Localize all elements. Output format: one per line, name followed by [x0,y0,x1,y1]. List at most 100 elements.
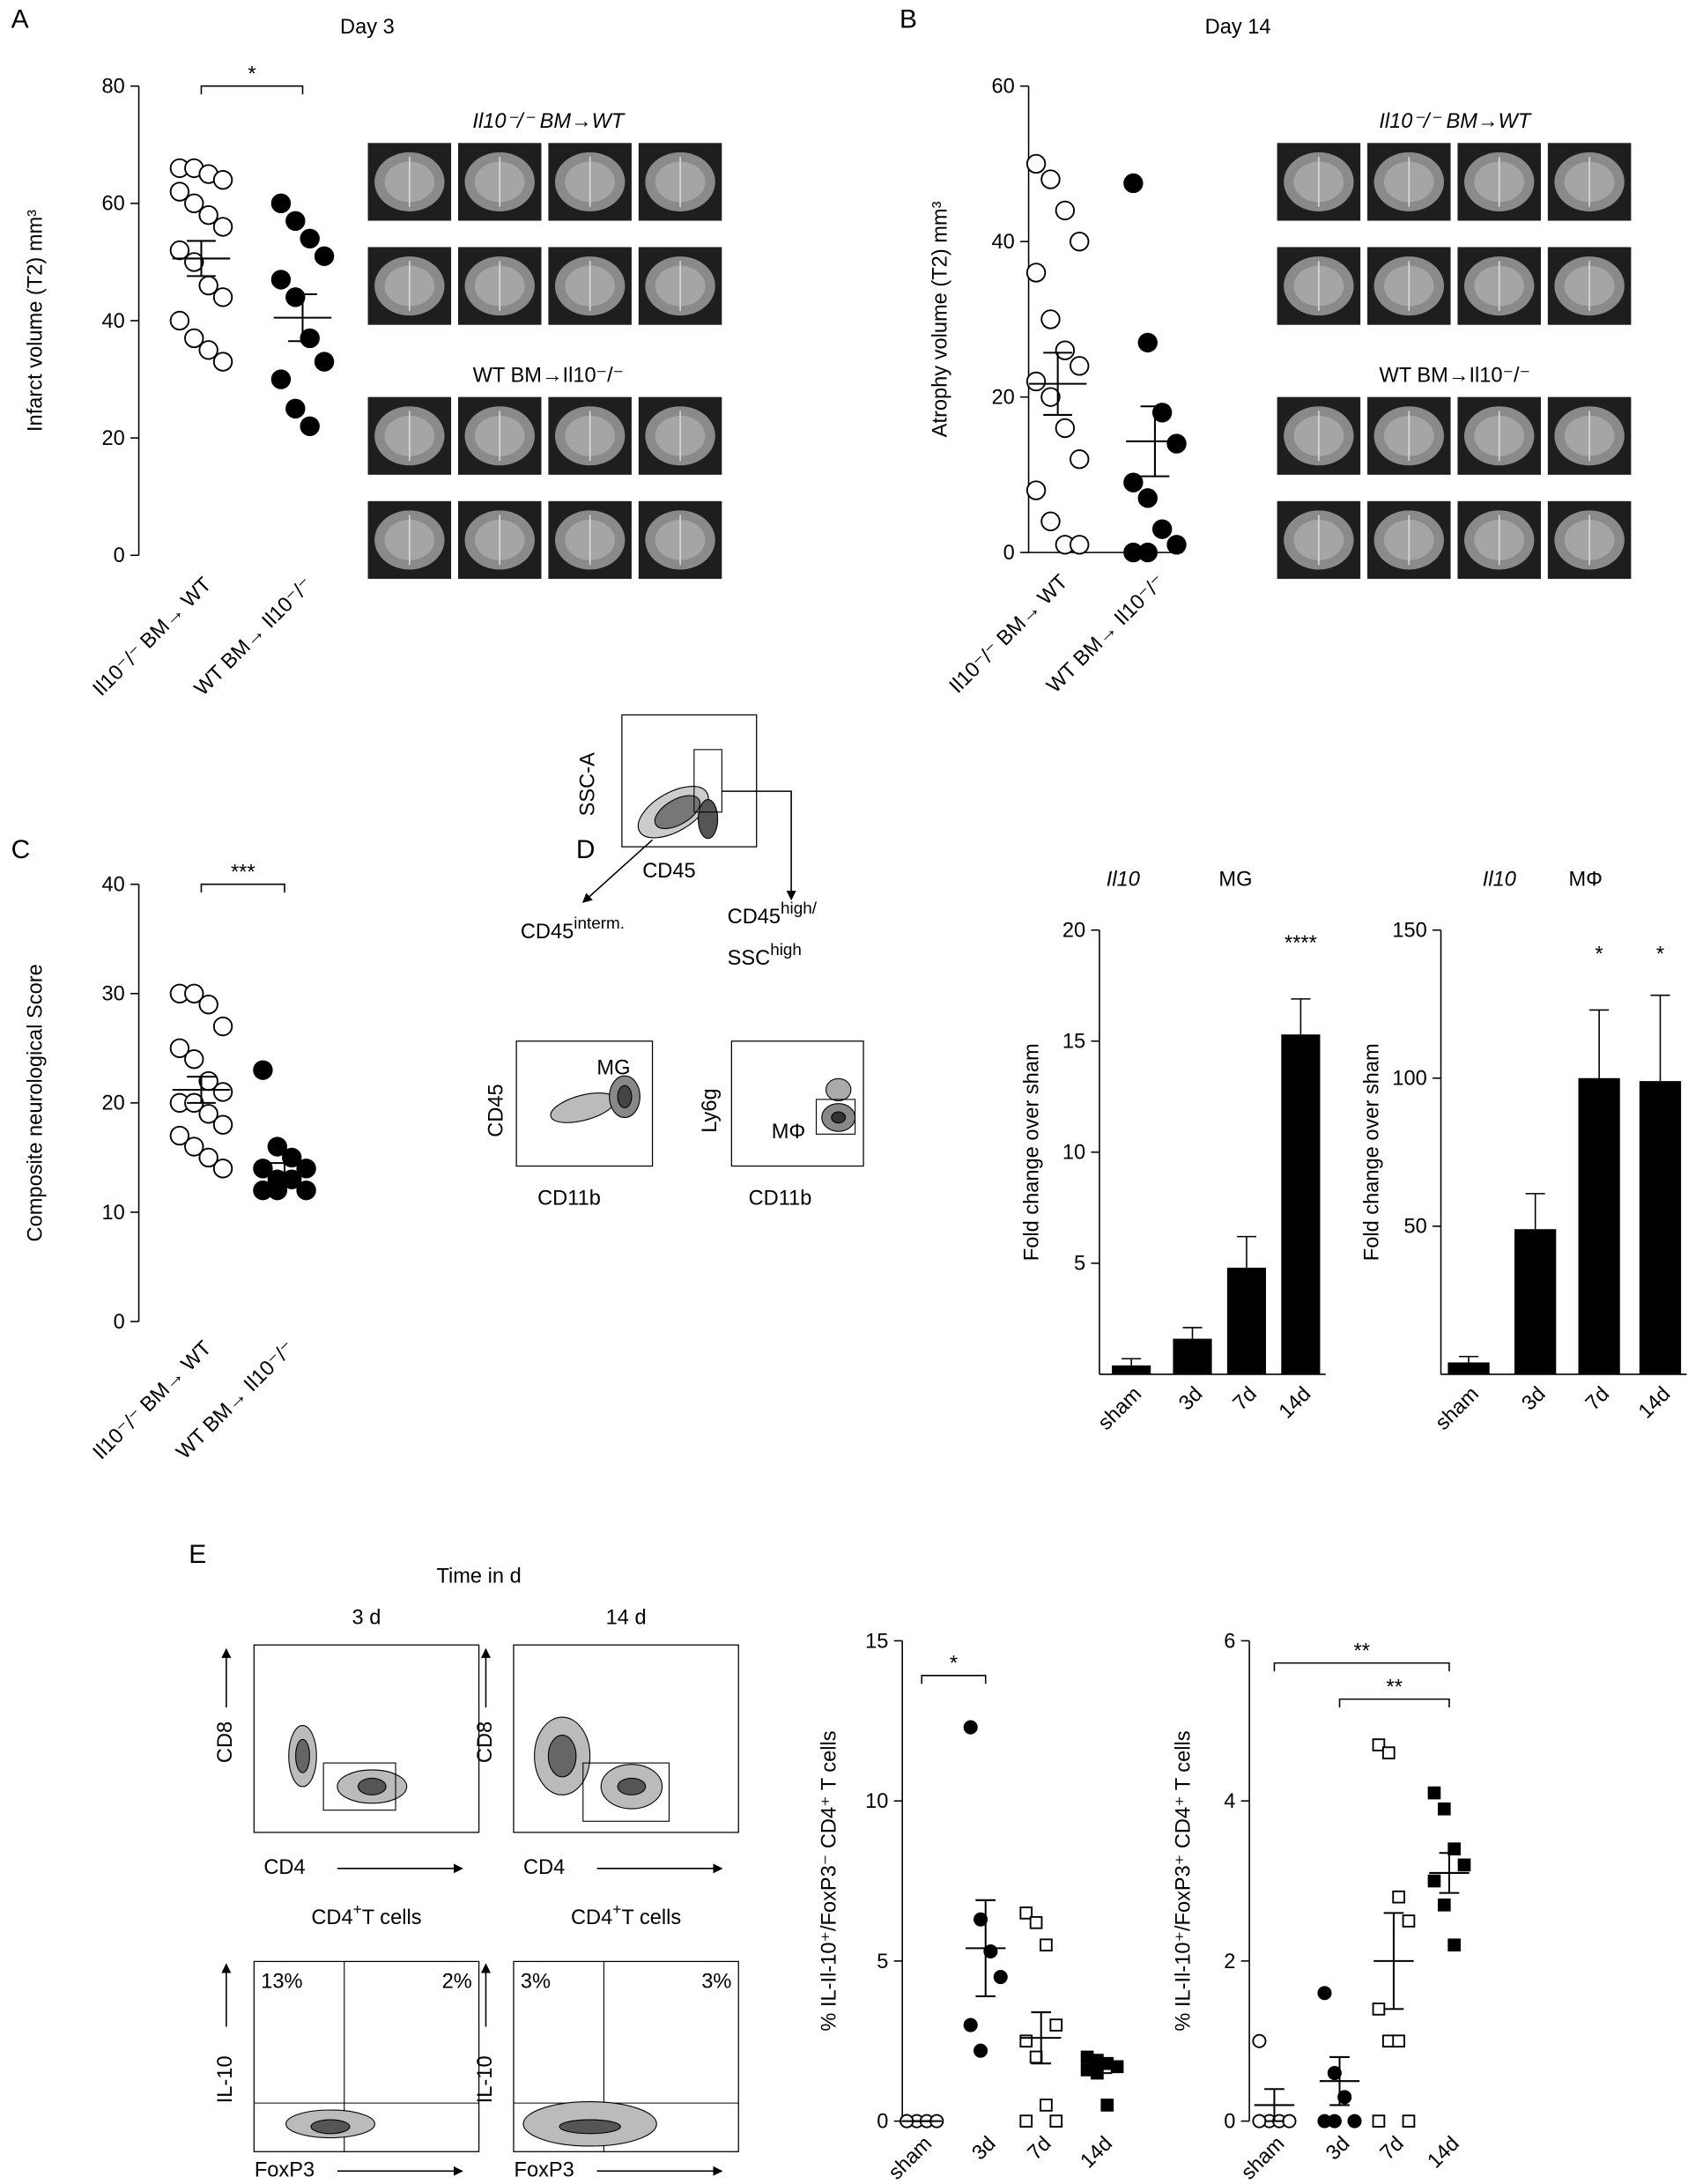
y-tick-label: 15 [865,1630,888,1653]
panel-label: C [11,835,31,864]
data-point [1019,2114,1033,2128]
axis-label: FoxP3 [515,2159,574,2182]
x-tick-label: 3d [1322,2132,1354,2165]
y-tick-label: 40 [992,231,1015,254]
data-point [282,1147,302,1168]
data-point [253,1060,273,1080]
data-point [212,1159,233,1179]
data-point [974,1912,988,1927]
data-point [1447,1842,1461,1856]
y-tick-label: 80 [102,76,125,99]
flow-gating [515,714,864,1167]
y-axis-label: Fold change over sham [1361,1043,1384,1261]
data-point [974,2043,988,2058]
gate-label: MG [596,1057,630,1080]
data-point [198,995,218,1015]
data-point [300,228,320,248]
data-point [212,352,233,372]
y-tick-label: 10 [1062,1142,1085,1165]
y-tick-label: 4 [1224,1790,1235,1813]
data-point [1372,2114,1386,2128]
data-point [285,398,306,419]
bar [1578,1077,1620,1374]
panel-title: Time in d [436,1565,521,1588]
data-point [1055,418,1076,439]
data-point [1447,1938,1461,1952]
y-axis-label: % IL-Il-10⁺/FoxP3⁺ CD4⁺ T cells [1172,1730,1195,2031]
data-point [1457,1858,1471,1872]
x-tick-label: 7d [1581,1382,1614,1415]
panel-label: B [900,5,917,34]
data-point [184,983,204,1003]
x-tick-label: 7d [1024,2132,1056,2165]
data-point [212,287,233,307]
column-label: 3 d [352,1607,381,1630]
data-point [212,217,233,237]
data-point [1252,2033,1267,2048]
data-point [1327,2066,1342,2081]
gate-label: MΦ [772,1121,806,1144]
y-tick-label: 20 [102,427,125,450]
label-base: SSC [728,947,771,970]
y-axis-label: Atrophy volume (T2) mm³ [929,201,952,437]
flow-contour [547,1735,577,1778]
mri-title: Il10⁻/⁻ BM→WT [1379,110,1532,133]
data-point [314,352,335,372]
data-point [1040,511,1061,532]
axis-label: CD11b [537,1188,601,1210]
data-point [1137,542,1158,563]
data-point [285,211,306,232]
significance: * [950,1653,958,1676]
flow-contour [559,2119,621,2135]
data-point [1049,2114,1063,2128]
data-point [1019,1906,1033,1920]
data-point [1327,2114,1342,2128]
data-point [1252,2114,1267,2128]
data-point [1029,1915,1043,1929]
axis-label: CD45 [642,860,695,883]
y-tick-label: 10 [865,1790,888,1813]
flow-gate [582,1762,670,1822]
mri-title: WT BM→Il10⁻/⁻ [1380,364,1531,387]
x-tick-label: 3d [1174,1382,1207,1415]
data-point [1392,1890,1405,1904]
flow-plot [513,1960,739,2152]
panel-label: A [11,5,29,34]
y-tick-label: 20 [992,387,1015,410]
data-point [198,204,218,226]
panel-title: Day 3 [340,16,395,39]
y-tick-label: 60 [102,193,125,216]
y-tick-label: 10 [102,1202,125,1225]
significance: ** [1354,1640,1370,1662]
data-point [1055,340,1076,360]
data-point [993,1970,1008,1985]
data-point [169,1125,190,1146]
data-point [267,1180,288,1201]
data-point [1055,200,1076,221]
data-point [1070,449,1090,470]
x-tick-label: 7d [1376,2132,1409,2165]
data-point [1040,2099,1053,2112]
data-point [212,1082,233,1102]
significance-bracket [1273,1662,1450,1672]
quadrant-label: 13% [261,1970,302,1993]
panel-title: Day 14 [1205,16,1271,39]
data-point [314,246,335,266]
significance: * [1595,943,1603,966]
gate-title: CD4+T cells [311,1900,421,1929]
data-point [1427,1786,1441,1800]
significance: * [248,63,255,85]
data-point [1392,2034,1405,2048]
data-point [1337,2090,1352,2105]
data-point [296,1180,316,1201]
data-point [1123,472,1144,492]
axis-label: SSC-A [576,752,599,816]
significance: ** [1387,1676,1403,1699]
y-tick-label: 6 [1224,1630,1235,1653]
data-point [1100,2099,1114,2112]
y-tick-label: 2 [1224,1951,1235,1973]
y-tick-label: 0 [114,544,125,567]
y-tick-label: 40 [102,310,125,333]
population-label: CD45interm. [521,914,625,944]
